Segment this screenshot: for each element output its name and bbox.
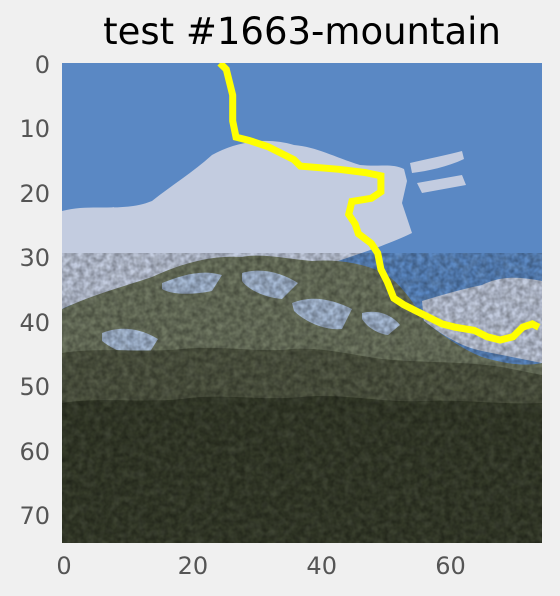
x-tick-label: 20	[177, 552, 209, 580]
x-tick-label: 40	[306, 552, 337, 580]
x-tick-label: 0	[56, 552, 72, 580]
image-plot-area	[62, 63, 542, 543]
cloud-small	[410, 151, 464, 173]
forest-highlights	[62, 253, 542, 543]
boundary-contour	[217, 63, 541, 344]
y-tick-label: 40	[19, 308, 50, 337]
y-tick-label: 50	[19, 373, 50, 402]
x-tick-label: 60	[435, 552, 466, 580]
cloud-tiny	[417, 175, 466, 193]
y-tick-label: 20	[19, 179, 50, 208]
y-tick-label: 60	[19, 437, 50, 466]
chart-title: test #1663-mountain	[103, 10, 501, 53]
mountain-image	[62, 63, 542, 543]
y-tick-label: 30	[19, 244, 50, 273]
y-tick-label: 10	[19, 115, 50, 144]
y-tick-label: 70	[19, 502, 50, 530]
y-tick-label: 0	[34, 51, 50, 79]
